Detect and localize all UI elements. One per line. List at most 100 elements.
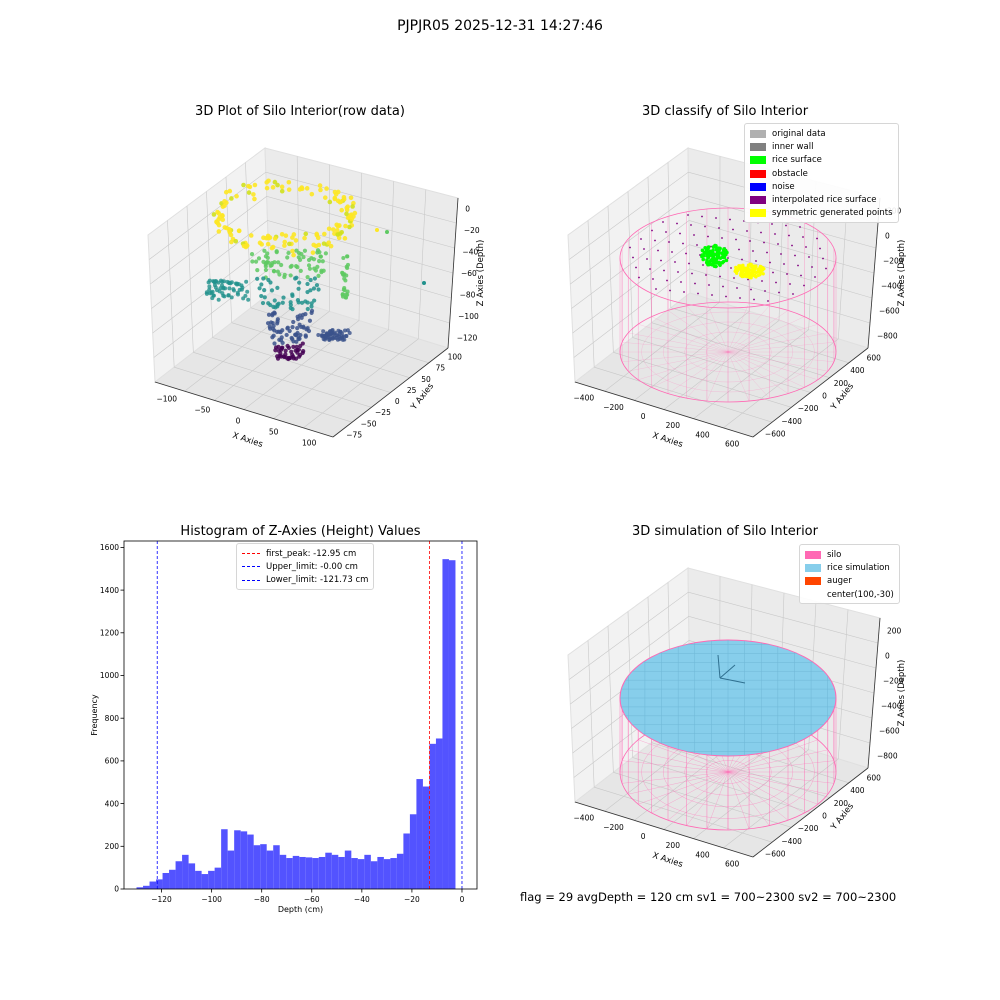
data-point: [224, 200, 229, 206]
data-point: [263, 264, 268, 269]
rice-surface-point: [700, 253, 705, 258]
symmetric-point: [760, 267, 764, 271]
histogram-bar: [390, 858, 397, 889]
grid-line: [663, 320, 780, 410]
data-point: [302, 235, 307, 241]
data-point: [286, 179, 292, 185]
y-axis-label: Y Axies: [409, 381, 437, 413]
symmetric-point: [756, 267, 760, 271]
data-point: [296, 335, 301, 340]
data-point: [263, 254, 268, 259]
interpolated-point: [805, 246, 807, 248]
x-tick-label: −200: [603, 823, 624, 832]
z-tick-label: 0: [465, 205, 470, 214]
data-point: [245, 289, 250, 294]
histogram-bar: [442, 559, 449, 889]
legend-item-auger: auger: [805, 575, 894, 588]
data-point: [313, 268, 318, 273]
interpolated-point: [753, 298, 755, 301]
data-point: [283, 233, 289, 238]
data-point: [269, 288, 275, 293]
silo-floor-spoke: [727, 351, 818, 380]
rice-surface-point: [709, 253, 713, 258]
data-point: [296, 300, 301, 305]
rice-surface-point: [714, 248, 719, 252]
y-tick-label: −400: [781, 417, 802, 426]
data-point: [275, 302, 280, 307]
symmetric-point: [748, 273, 752, 277]
data-point: [271, 304, 276, 310]
data-point: [294, 332, 299, 337]
data-point: [291, 339, 296, 344]
data-point: [309, 310, 314, 316]
histogram-bar: [169, 869, 176, 889]
symmetric-point: [746, 270, 751, 275]
interpolated-point: [702, 264, 704, 266]
data-point: [311, 242, 317, 248]
data-point: [344, 205, 350, 211]
data-point: [297, 187, 303, 192]
data-point: [296, 250, 302, 256]
data-point: [328, 329, 333, 334]
rice-surface-point: [724, 250, 729, 254]
data-point: [324, 242, 330, 247]
symmetric-point: [750, 268, 754, 273]
data-point: [319, 268, 324, 273]
data-point: [334, 228, 340, 233]
histogram-bar: [175, 861, 183, 889]
rice-surface-point: [716, 246, 721, 251]
data-point: [243, 242, 249, 248]
data-point: [336, 235, 342, 241]
rice-surface-point: [708, 249, 712, 254]
rice-surface-point: [700, 248, 705, 253]
data-point: [299, 251, 304, 257]
data-point: [272, 260, 277, 265]
interpolated-point: [665, 231, 667, 233]
symmetric-point: [747, 268, 752, 272]
silo-floor-spoke: [727, 351, 789, 394]
symmetric-point: [746, 263, 751, 267]
x-axis-line: [574, 801, 754, 858]
data-point: [311, 286, 317, 291]
data-point: [222, 203, 227, 209]
raw-scatter-points: [204, 178, 426, 362]
data-point: [329, 331, 334, 336]
interpolated-point: [736, 287, 738, 289]
data-point: [287, 241, 292, 247]
x-tick-label: −80: [254, 895, 270, 904]
data-point: [319, 270, 324, 275]
histogram-bar: [448, 560, 456, 889]
symmetric-point: [753, 273, 757, 277]
data-point: [344, 264, 349, 269]
data-point: [272, 328, 277, 333]
data-point: [290, 293, 295, 298]
classify-silo-wireframe: [619, 207, 837, 403]
interpolated-point: [646, 258, 648, 260]
grid-line: [613, 772, 792, 828]
histogram-bar: [273, 845, 280, 889]
data-point: [291, 252, 296, 258]
data-point: [216, 217, 221, 222]
data-point: [349, 223, 355, 228]
legend-line: [242, 579, 260, 581]
data-point: [265, 259, 270, 265]
data-point: [280, 300, 285, 305]
y-axis-line: [752, 767, 869, 858]
y-axis-label: Frequency: [90, 694, 99, 736]
data-point: [290, 354, 296, 359]
data-point: [271, 268, 276, 274]
data-point: [221, 279, 226, 284]
grid-line: [594, 786, 773, 843]
data-point: [342, 285, 347, 290]
symmetric-point: [743, 268, 747, 272]
center-marker: [717, 654, 721, 679]
data-point: [248, 233, 254, 238]
data-point: [310, 250, 316, 255]
data-point: [244, 279, 249, 284]
silo-floor-spoke: [727, 760, 834, 773]
data-point: [268, 280, 273, 285]
interpolated-point: [778, 291, 780, 294]
silo-floor-spoke: [727, 739, 818, 773]
data-point: [274, 249, 279, 254]
data-point: [235, 281, 240, 286]
